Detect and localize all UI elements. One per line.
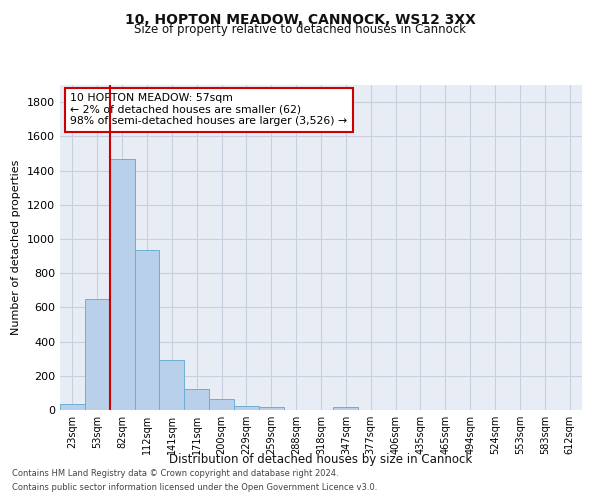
Bar [209, 399, 234, 410]
Bar [110, 158, 134, 410]
Text: 10, HOPTON MEADOW, CANNOCK, WS12 3XX: 10, HOPTON MEADOW, CANNOCK, WS12 3XX [125, 12, 475, 26]
Bar [234, 406, 259, 410]
Text: Distribution of detached houses by size in Cannock: Distribution of detached houses by size … [169, 452, 473, 466]
Bar [60, 404, 85, 410]
Bar [85, 299, 110, 410]
Bar [160, 360, 184, 410]
Bar [184, 390, 209, 410]
Text: Size of property relative to detached houses in Cannock: Size of property relative to detached ho… [134, 22, 466, 36]
Text: 10 HOPTON MEADOW: 57sqm
← 2% of detached houses are smaller (62)
98% of semi-det: 10 HOPTON MEADOW: 57sqm ← 2% of detached… [70, 93, 347, 126]
Text: Contains public sector information licensed under the Open Government Licence v3: Contains public sector information licen… [12, 484, 377, 492]
Bar [134, 250, 160, 410]
Bar [334, 408, 358, 410]
Bar [259, 407, 284, 410]
Y-axis label: Number of detached properties: Number of detached properties [11, 160, 22, 335]
Text: Contains HM Land Registry data © Crown copyright and database right 2024.: Contains HM Land Registry data © Crown c… [12, 468, 338, 477]
